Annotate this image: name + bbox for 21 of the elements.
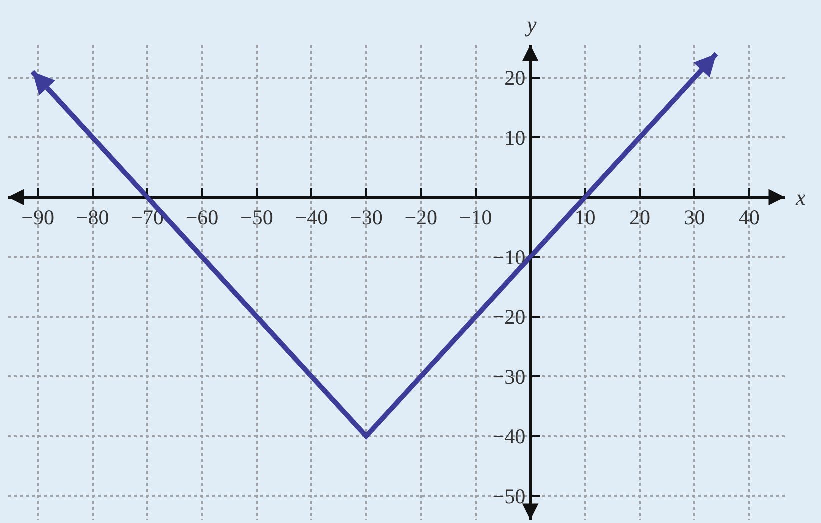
x-tick-label: 20 [630, 205, 650, 230]
x-tick-label: −60 [186, 205, 219, 230]
y-tick-label: 10 [504, 126, 526, 150]
x-tick-label: −50 [240, 205, 274, 230]
y-tick-label: 20 [504, 66, 526, 90]
x-tick-label: −20 [404, 205, 438, 230]
y-tick-label: −20 [492, 305, 526, 330]
x-tick-label: −10 [459, 205, 492, 230]
y-tick-label: −10 [492, 245, 526, 270]
x-tick-label: 10 [574, 205, 596, 230]
x-tick-label: −80 [76, 205, 110, 230]
y-tick-label: −30 [492, 364, 526, 389]
y-axis-title: y [525, 12, 537, 37]
x-tick-label: −30 [350, 205, 383, 230]
x-tick-label: −90 [22, 205, 55, 230]
y-tick-label: −40 [492, 424, 526, 449]
x-tick-label: −40 [295, 205, 328, 230]
y-tick-label: −50 [492, 484, 526, 508]
x-tick-label: 40 [738, 205, 760, 230]
x-axis-title: x [795, 185, 806, 210]
x-tick-label: 30 [684, 205, 706, 230]
